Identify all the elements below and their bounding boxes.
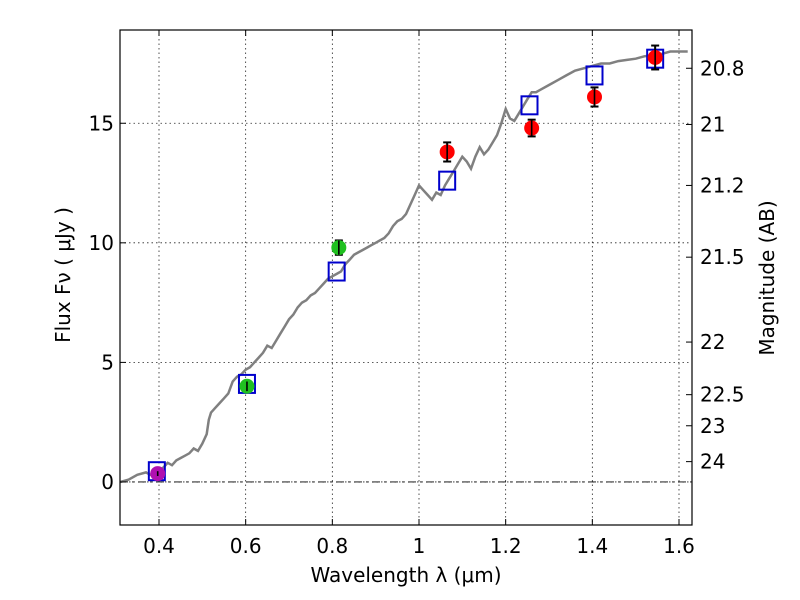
x-tick-label: 0.4: [143, 534, 175, 558]
x-tick-label: 1.2: [490, 534, 522, 558]
y-tick-label: 0: [101, 470, 114, 494]
right-tick-label: 23: [700, 414, 725, 438]
x-tick-label: 0.6: [230, 534, 262, 558]
right-axis-title: Magnitude (AB): [755, 200, 779, 355]
plot-background: [120, 30, 692, 525]
y-tick-label: 15: [89, 111, 114, 135]
grid-lines: [120, 30, 692, 525]
right-tick-label: 21.5: [700, 245, 745, 269]
axis-ticks: [120, 30, 692, 525]
x-tick-label: 1.6: [663, 534, 695, 558]
x-tick-label: 1.4: [576, 534, 608, 558]
y-tick-label: 5: [101, 350, 114, 374]
model-photometry-square: [438, 170, 457, 191]
right-tick-label: 22: [700, 330, 725, 354]
y-axis-title: Flux Fν ( μJy ): [51, 207, 75, 343]
right-tick-label: 21.2: [700, 173, 745, 197]
right-tick-label: 22.5: [700, 383, 745, 407]
y-tick-label: 10: [89, 231, 114, 255]
x-axis-title: Wavelength λ (μm): [310, 563, 501, 587]
x-tick-label: 0.8: [316, 534, 348, 558]
model-photometry-square: [585, 65, 604, 86]
right-tick-label: 20.8: [700, 56, 745, 80]
x-tick-label: 1: [413, 534, 426, 558]
plot-frame: [119, 29, 693, 526]
data-points: [147, 44, 665, 482]
model-spectrum-line: [120, 50, 688, 484]
right-tick-label: 21: [700, 112, 725, 136]
tick-labels: 0.4 0.6 0.8 1 1.2 1.4 1.6 0 5 10 15 20.8 21 21.2 21.5 2…: [89, 56, 745, 558]
model-photometry-square: [520, 95, 539, 116]
model-photometry-square: [327, 261, 346, 282]
right-tick-label: 24: [700, 450, 725, 474]
